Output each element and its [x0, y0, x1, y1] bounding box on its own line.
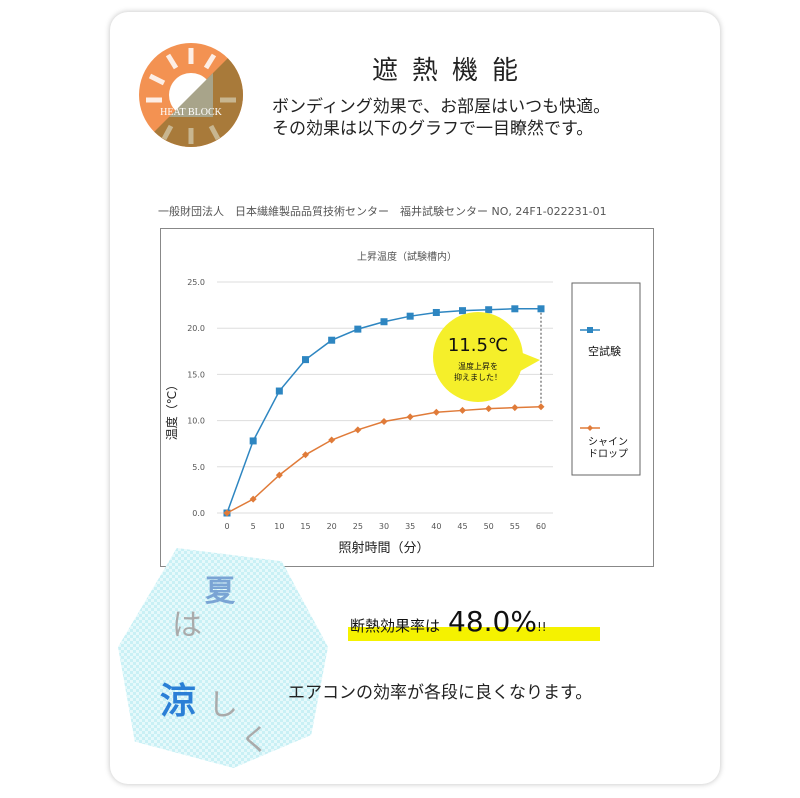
- ratio-value: 48.0%: [448, 605, 537, 638]
- x-tick-label: 50: [484, 522, 494, 531]
- x-tick-label: 45: [457, 522, 467, 531]
- data-point: [328, 336, 336, 344]
- data-point: [302, 451, 309, 459]
- slogan-char: は: [172, 608, 202, 643]
- data-point: [459, 406, 466, 414]
- x-tick-label: 60: [536, 522, 546, 531]
- chart-title: 上昇温度（試験槽内）: [357, 250, 457, 263]
- x-tick-label: 20: [327, 522, 337, 531]
- x-tick-label: 0: [224, 522, 229, 531]
- slogan-char: 涼: [160, 681, 197, 722]
- subtitle: ボンディング効果で、お部屋はいつも快適。 その効果は以下のグラフで一目瞭然です。: [272, 96, 610, 140]
- aircon-text: エアコンの効率が各段に良くなります。: [288, 683, 593, 703]
- subtitle-line: その効果は以下のグラフで一目瞭然です。: [272, 119, 594, 139]
- data-point: [380, 418, 388, 426]
- data-point: [511, 404, 519, 412]
- callout-text: 抑えました！: [454, 372, 502, 382]
- data-point: [275, 387, 283, 395]
- legend-label: シャイン: [588, 437, 628, 448]
- data-point: [354, 325, 362, 333]
- x-tick-label: 25: [353, 522, 363, 531]
- y-tick-label: 0.0: [192, 509, 205, 518]
- legend-label: 空試験: [588, 344, 621, 358]
- x-tick-label: 35: [405, 522, 415, 531]
- temperature-chart: 上昇温度（試験槽内） 0.0 5.0 10.0 15.0 20.0 25.0 0 5 10 15 20…: [164, 250, 641, 556]
- data-point: [511, 305, 519, 313]
- data-point: [249, 437, 257, 445]
- data-point: [537, 403, 545, 411]
- y-tick-label: 20.0: [187, 324, 205, 333]
- svg-text:HEAT BLOCK: HEAT BLOCK: [160, 107, 223, 118]
- data-point: [406, 312, 414, 320]
- legend-marker: [587, 425, 593, 431]
- subtitle-line: ボンディング効果で、お部屋はいつも快適。: [272, 97, 611, 117]
- data-point: [328, 436, 336, 444]
- x-axis-label: 照射時間（分）: [338, 540, 429, 556]
- data-point: [223, 509, 231, 517]
- y-tick-label: 15.0: [187, 370, 205, 379]
- ratio-label: 断熱効果率は: [350, 617, 441, 635]
- y-tick-label: 5.0: [192, 463, 205, 472]
- x-tick-label: 30: [379, 522, 389, 531]
- test-source: 一般財団法人 日本繊維製品品質技術センター 福井試験センター NO, 24F1-…: [158, 205, 607, 218]
- data-point: [432, 308, 440, 316]
- legend-box: [571, 282, 641, 476]
- heat-block-logo: HEAT BLOCK: [139, 43, 243, 147]
- x-tick-label: 40: [431, 522, 441, 531]
- callout-value: 11.5℃: [448, 335, 508, 356]
- callout-bubble: [433, 312, 523, 402]
- x-tick-label: 55: [510, 522, 520, 531]
- page-title: 遮熱機能: [372, 56, 533, 86]
- data-point: [275, 471, 283, 479]
- callout-text: 温度上昇を: [458, 361, 498, 371]
- x-tick-label: 10: [274, 522, 284, 531]
- highlight-bar: [348, 627, 600, 641]
- slogan-char: し: [208, 688, 238, 723]
- data-point: [459, 307, 466, 315]
- data-point: [406, 413, 414, 421]
- x-tick-label: 5: [251, 522, 256, 531]
- data-point: [249, 495, 257, 503]
- ratio-suffix: !!: [536, 620, 547, 634]
- data-point: [302, 356, 309, 364]
- data-point: [354, 426, 362, 434]
- slogan-char: く: [240, 723, 270, 758]
- y-tick-label: 10.0: [187, 417, 205, 426]
- data-point: [432, 408, 440, 416]
- insulation-ratio: 断熱効果率は 48.0%!!: [350, 605, 547, 638]
- data-point: [485, 405, 493, 413]
- slogan-char: 夏: [205, 574, 235, 609]
- y-tick-label: 25.0: [187, 278, 205, 287]
- data-point: [485, 306, 493, 314]
- y-axis-label: 温度（℃）: [164, 379, 179, 440]
- x-tick-label: 15: [300, 522, 310, 531]
- data-point: [537, 305, 545, 313]
- legend-marker: [587, 327, 593, 333]
- data-point: [380, 318, 388, 326]
- legend-label: ドロップ: [588, 448, 628, 460]
